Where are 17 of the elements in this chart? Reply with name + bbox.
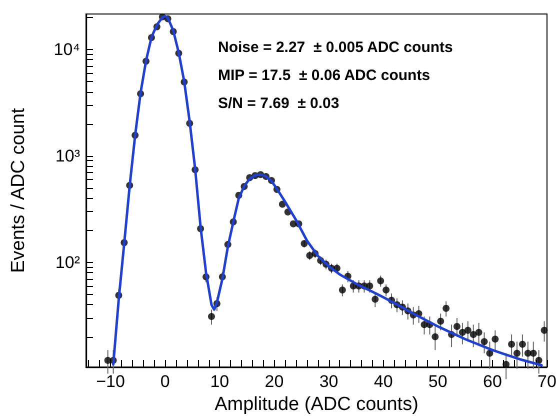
x-tick-label: 40 xyxy=(374,372,393,391)
x-tick-label: 30 xyxy=(319,372,338,391)
x-tick-label: 0 xyxy=(160,372,170,391)
annotation: Noise = 2.27 ± 0.005 ADC counts xyxy=(218,39,453,56)
y-axis-title: Events / ADC count xyxy=(8,107,29,273)
x-tick-label: 10 xyxy=(210,372,230,391)
x-tick-label: −10 xyxy=(96,372,125,391)
y-tick-label: 10² xyxy=(55,252,80,272)
x-tick-label: 20 xyxy=(264,372,284,391)
y-tick-label: 10³ xyxy=(55,146,80,166)
y-tick-label: 10⁴ xyxy=(54,40,80,59)
annotation: MIP = 17.5 ± 0.06 ADC counts xyxy=(218,67,430,84)
x-tick-label: 50 xyxy=(428,372,448,391)
annotation: S/N = 7.69 ± 0.03 xyxy=(218,95,340,112)
x-tick-label: 70 xyxy=(538,372,556,391)
x-tick-label: 60 xyxy=(482,372,502,391)
x-axis-title: Amplitude (ADC counts) xyxy=(214,394,418,415)
